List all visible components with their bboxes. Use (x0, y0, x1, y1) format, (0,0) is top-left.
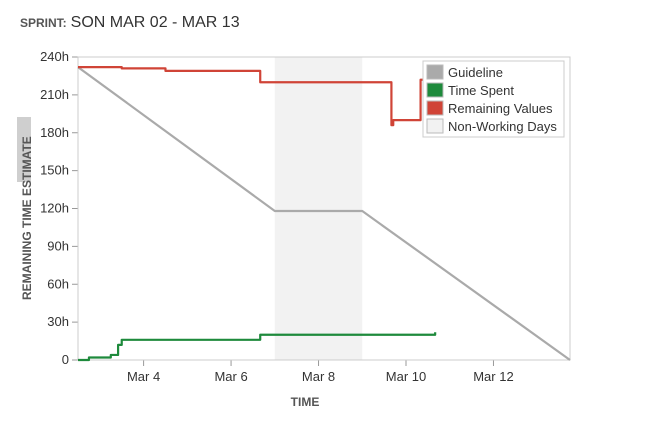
legend-label-remaining-values: Remaining Values (448, 101, 553, 116)
non-working-band (274, 57, 363, 360)
legend-swatch-remaining-values (426, 100, 444, 116)
legend-label-time-spent: Time Spent (448, 83, 514, 98)
y-tick-label: 210h (40, 87, 69, 102)
legend-label-guideline: Guideline (448, 65, 503, 80)
y-tick-label: 90h (47, 238, 69, 253)
x-tick-label: Mar 4 (127, 369, 160, 384)
x-tick-label: Mar 8 (302, 369, 335, 384)
legend-swatch-time-spent (426, 82, 444, 98)
y-tick-label: 60h (47, 276, 69, 291)
y-tick-label: 0 (62, 352, 69, 367)
legend-label-non-working-days: Non-Working Days (448, 119, 557, 134)
y-axis-title-bg (17, 117, 31, 182)
series-lines (77, 66, 571, 362)
y-tick-label: 120h (40, 201, 69, 216)
x-tick-label: Mar 6 (214, 369, 247, 384)
x-tick-label: Mar 12 (473, 369, 513, 384)
remaining-values-line (78, 66, 436, 127)
sprint-name: SON MAR 02 - MAR 13 (70, 14, 240, 31)
legend-swatch-non-working-days (426, 118, 444, 134)
time-spent-line (78, 332, 437, 362)
sprint-label: SPRINT: (20, 16, 67, 30)
legend-box (422, 60, 565, 138)
plot-frame (77, 56, 571, 361)
y-tick-label: 240h (40, 49, 69, 64)
guideline-line (77, 66, 571, 361)
y-tick-label: 180h (40, 125, 69, 140)
y-tick-label: 30h (47, 314, 69, 329)
y-axis-title: REMAINING TIME ESTIMATE (20, 136, 34, 300)
legend-swatch-guideline (426, 64, 444, 80)
y-axis-ticks: 0 30h 60h 90h 120h 150h 180h 210h 240h (40, 49, 78, 367)
x-axis-title: TIME (291, 395, 320, 409)
y-tick-label: 150h (40, 163, 69, 178)
legend: Guideline Time Spent Remaining Values Non-W… (422, 60, 565, 138)
x-axis-ticks: Mar 4 Mar 6 Mar 8 Mar 10 Mar 12 (127, 360, 514, 384)
x-tick-label: Mar 10 (386, 369, 426, 384)
sprint-header: SPRINT: SON MAR 02 - MAR 13 (20, 14, 240, 32)
